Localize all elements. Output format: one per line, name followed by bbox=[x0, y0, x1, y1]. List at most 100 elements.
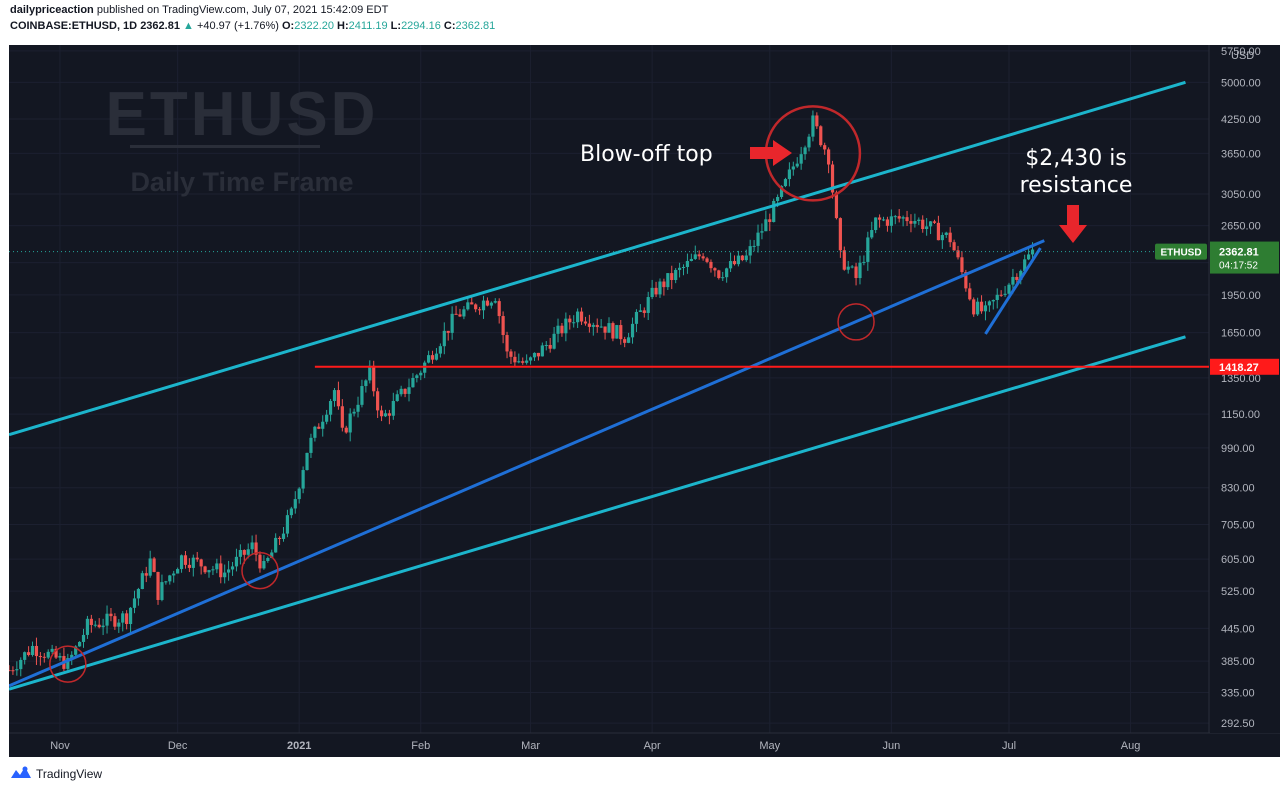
candle bbox=[332, 387, 337, 407]
candle bbox=[764, 210, 768, 232]
candle bbox=[58, 652, 62, 661]
candle bbox=[717, 269, 721, 280]
candle bbox=[721, 271, 725, 282]
candle-body bbox=[1011, 276, 1015, 285]
candle bbox=[701, 253, 705, 261]
candle bbox=[101, 618, 105, 636]
candle bbox=[983, 301, 988, 321]
candle bbox=[187, 558, 191, 573]
candle-body bbox=[317, 426, 321, 429]
price-tick-label: 5000.00 bbox=[1221, 77, 1261, 89]
candle-body bbox=[944, 232, 948, 235]
candle-body bbox=[356, 404, 360, 412]
candle-body bbox=[352, 411, 356, 414]
candle-body bbox=[576, 311, 580, 323]
candle-body bbox=[509, 351, 513, 357]
candle bbox=[579, 307, 584, 325]
candle bbox=[560, 323, 564, 337]
candle bbox=[760, 223, 764, 240]
candle bbox=[744, 249, 748, 262]
candle bbox=[768, 213, 772, 231]
candle-body bbox=[109, 613, 113, 617]
candle-body bbox=[505, 335, 509, 352]
candle-body bbox=[634, 311, 639, 324]
candle bbox=[568, 315, 572, 330]
candle bbox=[909, 214, 913, 233]
candle-body bbox=[536, 352, 541, 357]
candle-body bbox=[93, 624, 97, 626]
candle-body bbox=[81, 634, 86, 642]
candle bbox=[819, 125, 823, 147]
candle-body bbox=[850, 266, 854, 268]
tradingview-logo-icon[interactable] bbox=[10, 765, 32, 779]
candle-body bbox=[105, 613, 109, 626]
candle bbox=[379, 405, 384, 422]
candle bbox=[219, 555, 223, 584]
chart-header: dailypriceaction published on TradingVie… bbox=[10, 3, 1280, 43]
candle bbox=[968, 282, 972, 301]
candle-body bbox=[427, 355, 431, 363]
candle bbox=[42, 653, 46, 663]
candle bbox=[905, 210, 909, 226]
arrow-right-icon bbox=[750, 140, 792, 166]
candle bbox=[646, 291, 650, 321]
candle bbox=[477, 306, 482, 315]
candle bbox=[289, 506, 293, 519]
candle bbox=[548, 338, 552, 353]
time-tick-label: 2021 bbox=[287, 740, 311, 752]
candle bbox=[897, 209, 901, 223]
candle bbox=[870, 221, 874, 240]
candle-body bbox=[136, 589, 141, 599]
candle-body bbox=[360, 386, 364, 405]
watermark-subtitle: Daily Time Frame bbox=[130, 167, 353, 197]
candle-body bbox=[187, 564, 191, 568]
candle-body bbox=[591, 324, 595, 327]
candle-body bbox=[999, 294, 1003, 296]
candle bbox=[525, 354, 529, 365]
candle bbox=[132, 590, 137, 614]
candle-body bbox=[101, 625, 105, 628]
candle-body bbox=[301, 470, 305, 489]
chart-background bbox=[9, 45, 1280, 757]
tradingview-brand[interactable]: TradingView bbox=[36, 767, 103, 781]
candle bbox=[846, 260, 850, 274]
candle bbox=[285, 509, 290, 538]
candle bbox=[972, 297, 976, 317]
candle bbox=[725, 267, 729, 283]
candle-body bbox=[183, 555, 188, 565]
chart-area[interactable]: ETHUSD Daily Time Frame Blow-off top $2,… bbox=[9, 45, 1280, 757]
candle-body bbox=[991, 300, 995, 302]
annotation-resistance-line2: resistance bbox=[1020, 173, 1133, 198]
candle-body bbox=[258, 554, 262, 569]
time-tick-label: Feb bbox=[411, 740, 430, 752]
candle bbox=[156, 571, 160, 605]
price-tick-label: 1650.00 bbox=[1221, 328, 1261, 340]
current-price-value: 2362.81 bbox=[1219, 247, 1259, 259]
candle bbox=[517, 353, 521, 364]
candle-body bbox=[493, 301, 497, 303]
candle bbox=[34, 637, 39, 665]
candle-body bbox=[764, 219, 768, 232]
candle bbox=[77, 641, 82, 647]
candle-body bbox=[658, 281, 662, 295]
candle bbox=[203, 565, 207, 574]
candle bbox=[995, 288, 999, 309]
candle bbox=[415, 373, 419, 383]
candle bbox=[587, 314, 591, 333]
candle-body bbox=[395, 394, 399, 401]
candles bbox=[9, 110, 1035, 677]
price-tick-label: 830.00 bbox=[1221, 483, 1255, 495]
candle bbox=[89, 614, 93, 633]
candle bbox=[576, 308, 580, 329]
candle bbox=[827, 147, 831, 174]
candle-body bbox=[756, 232, 760, 246]
candle-body bbox=[1007, 284, 1011, 294]
price-chart[interactable]: ETHUSD Daily Time Frame Blow-off top $2,… bbox=[9, 45, 1280, 757]
candle bbox=[462, 306, 466, 320]
candle-body bbox=[681, 266, 686, 268]
candle-body bbox=[599, 326, 603, 328]
author-name[interactable]: dailypriceaction bbox=[10, 4, 94, 16]
candle bbox=[360, 379, 364, 408]
candle bbox=[309, 433, 313, 458]
candle-body bbox=[172, 573, 176, 576]
